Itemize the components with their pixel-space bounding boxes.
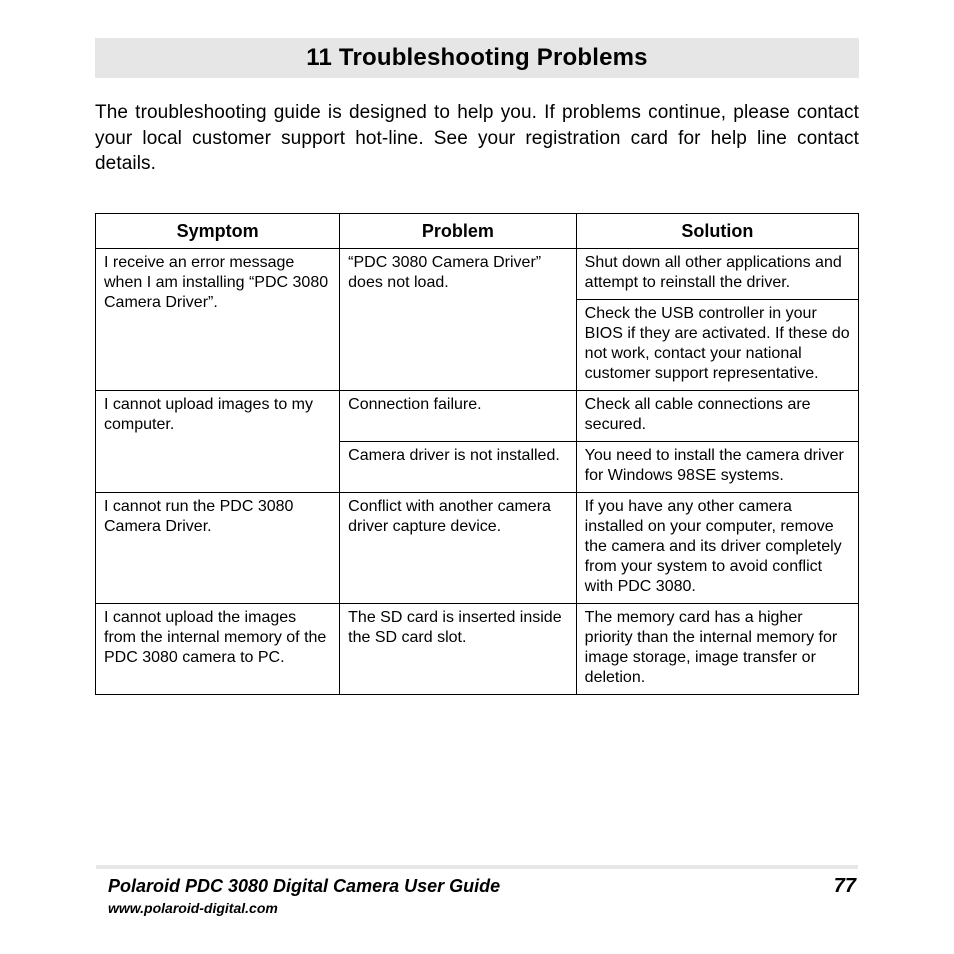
cell-solution: You need to install the camera driver fo…	[576, 442, 858, 493]
cell-solution: Shut down all other applications and att…	[576, 249, 858, 300]
cell-problem: “PDC 3080 Camera Driver” does not load.	[340, 249, 577, 391]
cell-symptom: I cannot upload images to my computer.	[96, 391, 340, 493]
page-footer: Polaroid PDC 3080 Digital Camera User Gu…	[0, 865, 954, 916]
cell-symptom: I cannot run the PDC 3080 Camera Driver.	[96, 493, 340, 604]
table-row: I cannot upload the images from the inte…	[96, 604, 859, 695]
footer-title: Polaroid PDC 3080 Digital Camera User Gu…	[108, 876, 500, 897]
footer-url: www.polaroid-digital.com	[108, 900, 856, 916]
cell-solution: If you have any other camera installed o…	[576, 493, 858, 604]
table-row: I receive an error message when I am ins…	[96, 249, 859, 300]
section-heading: 11 Troubleshooting Problems	[95, 44, 859, 72]
page: 11 Troubleshooting Problems The troubles…	[0, 0, 954, 954]
col-header-problem: Problem	[340, 213, 577, 249]
troubleshooting-table: Symptom Problem Solution I receive an er…	[95, 213, 859, 696]
cell-symptom: I receive an error message when I am ins…	[96, 249, 340, 391]
cell-solution: Check all cable connections are secured.	[576, 391, 858, 442]
table-header-row: Symptom Problem Solution	[96, 213, 859, 249]
table-row: I cannot run the PDC 3080 Camera Driver.…	[96, 493, 859, 604]
footer-page-number: 77	[834, 875, 856, 898]
cell-solution: Check the USB controller in your BIOS if…	[576, 300, 858, 391]
col-header-symptom: Symptom	[96, 213, 340, 249]
cell-problem: Conflict with another camera driver capt…	[340, 493, 577, 604]
troubleshooting-table-wrap: Symptom Problem Solution I receive an er…	[95, 213, 859, 696]
footer-divider-bar	[96, 865, 858, 869]
cell-problem: Camera driver is not installed.	[340, 442, 577, 493]
col-header-solution: Solution	[576, 213, 858, 249]
footer-line: Polaroid PDC 3080 Digital Camera User Gu…	[108, 875, 856, 898]
table-row: I cannot upload images to my computer. C…	[96, 391, 859, 442]
cell-symptom: I cannot upload the images from the inte…	[96, 604, 340, 695]
intro-paragraph: The troubleshooting guide is designed to…	[95, 100, 859, 177]
cell-problem: Connection failure.	[340, 391, 577, 442]
section-heading-bar: 11 Troubleshooting Problems	[95, 38, 859, 78]
cell-solution: The memory card has a higher priority th…	[576, 604, 858, 695]
cell-problem: The SD card is inserted inside the SD ca…	[340, 604, 577, 695]
